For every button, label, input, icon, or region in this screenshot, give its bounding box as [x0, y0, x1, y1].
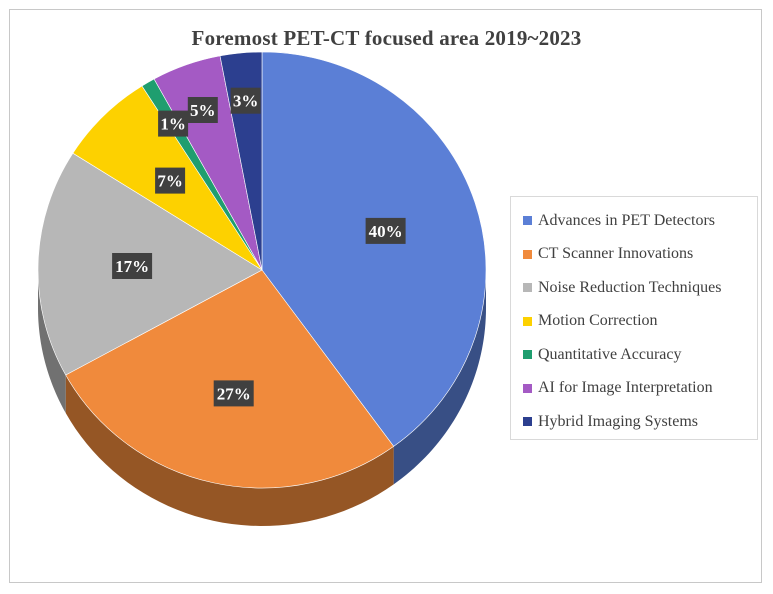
legend-item-ct-scanner-innovations: CT Scanner Innovations [523, 238, 757, 272]
legend-swatch [523, 350, 532, 360]
data-label-hybrid-imaging-systems: 3% [230, 87, 261, 114]
pie-side-noise-reduction-techniques [38, 270, 66, 414]
legend-swatch [523, 249, 532, 259]
chart-legend: Advances in PET Detectors CT Scanner Inno… [510, 196, 758, 440]
data-label-text: 40% [369, 222, 403, 241]
data-label-advances-in-pet-detectors: 40% [365, 217, 406, 244]
legend-swatch [523, 383, 532, 393]
legend-label: Quantitative Accuracy [538, 345, 682, 363]
data-label-text: 5% [190, 101, 216, 120]
legend-swatch [523, 316, 532, 326]
data-label-text: 17% [115, 257, 149, 276]
data-label-box [155, 167, 186, 194]
data-label-text: 3% [233, 92, 259, 111]
pie-side-ct-scanner-innovations [65, 375, 394, 526]
legend-swatch [523, 216, 532, 226]
legend-label: CT Scanner Innovations [538, 245, 694, 263]
data-label-box [213, 380, 254, 407]
data-label-text: 1% [160, 115, 186, 134]
data-label-box [230, 87, 261, 114]
data-label-ct-scanner-innovations: 27% [213, 380, 254, 407]
data-label-ai-for-image-interpretation: 5% [187, 97, 218, 123]
data-label-text: 27% [217, 384, 251, 403]
legend-label: Hybrid Imaging Systems [538, 412, 698, 430]
legend-item-hybrid-imaging-systems: Hybrid Imaging Systems [523, 405, 757, 439]
legend-item-motion-correction: Motion Correction [523, 305, 757, 339]
legend-label: Noise Reduction Techniques [538, 278, 722, 296]
legend-label: Advances in PET Detectors [538, 211, 715, 229]
legend-label: AI for Image Interpretation [538, 379, 713, 397]
chart-title: Foremost PET-CT focused area 2019~2023 [191, 26, 582, 50]
legend-swatch [523, 417, 532, 427]
legend-item-ai-for-image-interpretation: AI for Image Interpretation [523, 372, 757, 406]
pie-slice-advances-in-pet-detectors [261, 51, 487, 447]
data-label-box [365, 217, 406, 244]
data-label-quantitative-accuracy: 1% [158, 110, 189, 137]
pie-slice-ct-scanner-innovations [65, 269, 395, 489]
pie-side-advances-in-pet-detectors [393, 270, 486, 485]
legend-label: Motion Correction [538, 312, 658, 330]
legend-item-noise-reduction-techniques: Noise Reduction Techniques [523, 271, 757, 305]
legend-swatch [523, 283, 532, 293]
data-label-box [187, 97, 218, 123]
data-label-motion-correction: 7% [155, 167, 186, 194]
legend-item-quantitative-accuracy: Quantitative Accuracy [523, 338, 757, 372]
data-label-noise-reduction-techniques: 17% [112, 253, 153, 279]
data-label-box [158, 110, 189, 137]
legend-item-advances-in-pet-detectors: Advances in PET Detectors [523, 204, 757, 238]
data-label-text: 7% [157, 172, 183, 191]
data-label-box [112, 253, 153, 279]
